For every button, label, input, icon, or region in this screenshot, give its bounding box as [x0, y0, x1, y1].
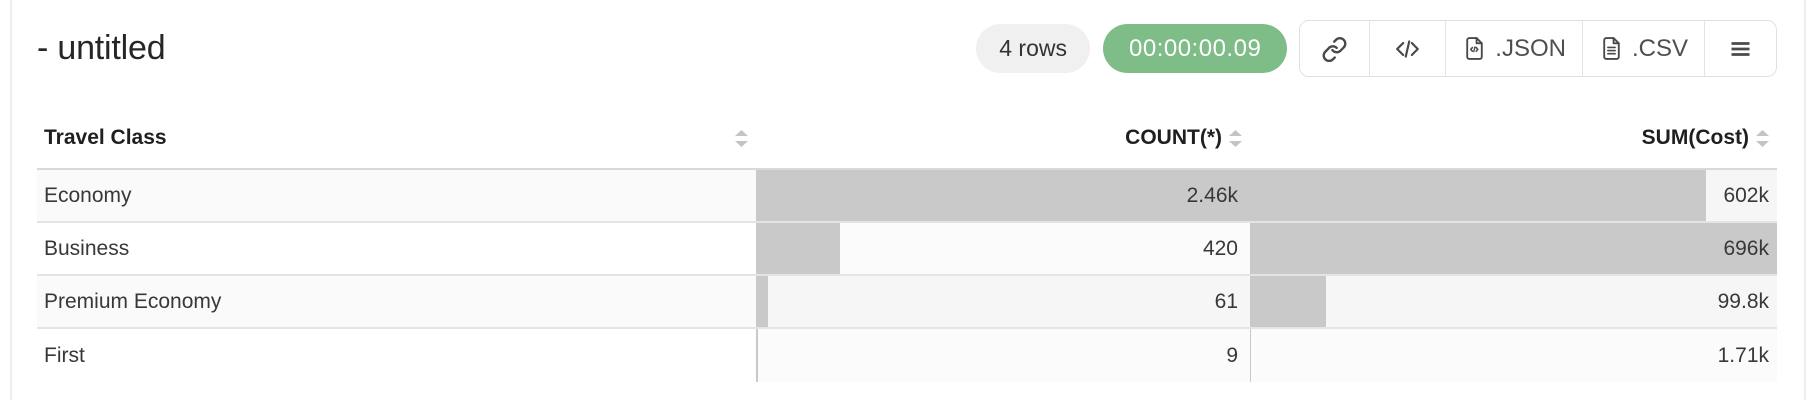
cell-sum-cost: 602k — [1250, 170, 1777, 221]
cell-sum-cost: 99.8k — [1250, 276, 1777, 327]
count-bar — [756, 329, 758, 382]
result-table: Travel Class COUNT(*) SUM(Cost) — [37, 108, 1777, 382]
cell-travel-class: Premium Economy — [44, 289, 222, 313]
query-timer-badge: 00:00:00.09 — [1103, 24, 1288, 73]
table-header: Travel Class COUNT(*) SUM(Cost) — [37, 108, 1777, 170]
table-row: First 9 1.71k — [37, 329, 1777, 382]
table-body: Economy 2.46k 602k Business 420 — [37, 170, 1777, 382]
table-row: Business 420 696k — [37, 223, 1777, 276]
file-text-icon — [1599, 36, 1624, 61]
sort-icon — [735, 129, 748, 147]
cell-count: 2.46k — [756, 170, 1250, 221]
cell-count: 420 — [756, 223, 1250, 274]
export-json-label: .JSON — [1495, 34, 1566, 62]
sum-bar — [1250, 329, 1252, 382]
file-code-icon — [1462, 36, 1487, 61]
cell-travel-class: Business — [44, 236, 130, 260]
cell-count: 61 — [756, 276, 1250, 327]
column-header-travel-class[interactable]: Travel Class — [37, 108, 756, 168]
column-header-label: COUNT(*) — [1125, 126, 1222, 149]
sum-bar — [1250, 223, 1777, 274]
right-panel-splitter[interactable] — [1804, 0, 1806, 400]
copy-link-button[interactable] — [1300, 21, 1370, 76]
export-toolbar: .JSON .CSV — [1299, 20, 1777, 77]
cell-sum-cost: 1.71k — [1250, 329, 1777, 382]
table-row: Economy 2.46k 602k — [37, 170, 1777, 223]
copy-code-button[interactable] — [1369, 21, 1446, 76]
export-csv-button[interactable]: .CSV — [1581, 21, 1704, 76]
column-header-label: SUM(Cost) — [1641, 126, 1749, 149]
table-row: Premium Economy 61 99.8k — [37, 276, 1777, 329]
column-header-sum-cost[interactable]: SUM(Cost) — [1250, 108, 1777, 168]
count-bar — [756, 276, 769, 327]
sort-icon — [1756, 129, 1769, 147]
sum-bar — [1250, 170, 1706, 221]
count-bar — [756, 223, 841, 274]
column-header-label: Travel Class — [44, 126, 167, 149]
row-count-badge: 4 rows — [976, 24, 1090, 73]
result-header-bar: - untitled 4 rows 00:00:00.09 — [37, 0, 1777, 97]
cell-sum-cost: 696k — [1250, 223, 1777, 274]
cell-travel-class: First — [44, 343, 85, 367]
cell-count: 9 — [756, 329, 1250, 382]
export-json-button[interactable]: .JSON — [1445, 21, 1582, 76]
export-csv-label: .CSV — [1631, 34, 1688, 62]
sort-icon — [1229, 129, 1242, 147]
more-options-button[interactable] — [1704, 21, 1776, 76]
cell-travel-class: Economy — [44, 183, 132, 207]
left-panel-splitter[interactable] — [10, 0, 12, 400]
code-icon — [1393, 36, 1422, 62]
sum-bar — [1250, 276, 1326, 327]
link-icon — [1321, 36, 1348, 62]
column-header-count[interactable]: COUNT(*) — [756, 108, 1250, 168]
page-title: - untitled — [37, 29, 166, 67]
count-bar — [756, 170, 1250, 221]
hamburger-menu-icon — [1728, 37, 1753, 61]
